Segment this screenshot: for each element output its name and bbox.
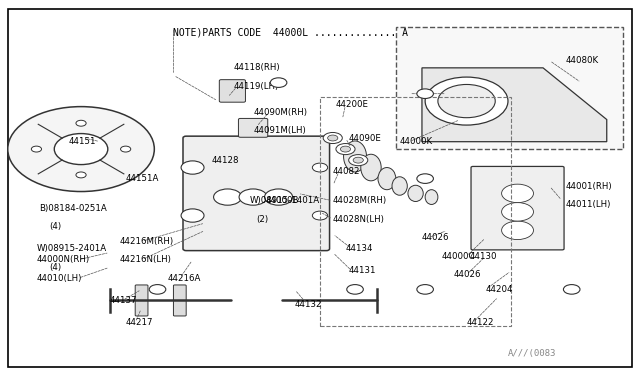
Text: (4): (4): [49, 222, 61, 231]
Text: 44026: 44026: [422, 233, 449, 242]
Text: 44080K: 44080K: [565, 56, 598, 65]
Text: 44090M(RH): 44090M(RH): [253, 108, 307, 117]
Text: A///(0083: A///(0083: [508, 349, 556, 358]
Circle shape: [349, 155, 368, 166]
Circle shape: [270, 78, 287, 87]
Circle shape: [328, 135, 338, 141]
Circle shape: [8, 107, 154, 192]
Ellipse shape: [378, 167, 396, 190]
Text: 44091M(LH): 44091M(LH): [253, 126, 306, 135]
Text: 44000C: 44000C: [441, 251, 475, 261]
Circle shape: [149, 285, 166, 294]
Text: (2): (2): [256, 215, 268, 224]
Text: 44151: 44151: [68, 137, 96, 146]
Circle shape: [54, 134, 108, 164]
FancyBboxPatch shape: [471, 166, 564, 250]
Text: 44000B: 44000B: [266, 196, 300, 205]
Circle shape: [31, 146, 42, 152]
Circle shape: [502, 221, 534, 240]
Circle shape: [353, 157, 364, 163]
Text: 44090E: 44090E: [349, 134, 381, 142]
Text: 44119(LH): 44119(LH): [234, 82, 279, 91]
Text: 44216N(LH): 44216N(LH): [119, 255, 171, 264]
Circle shape: [563, 285, 580, 294]
Text: 44010(LH): 44010(LH): [36, 274, 82, 283]
Text: A: A: [425, 89, 431, 98]
FancyBboxPatch shape: [135, 285, 148, 316]
Text: (4): (4): [49, 263, 61, 272]
Text: 44216M(RH): 44216M(RH): [119, 237, 173, 246]
Text: 44011(LH): 44011(LH): [565, 200, 611, 209]
Text: B)08184-0251A: B)08184-0251A: [40, 203, 108, 213]
Text: 44000N(RH): 44000N(RH): [36, 255, 90, 264]
Circle shape: [336, 144, 355, 155]
Circle shape: [76, 172, 86, 178]
Circle shape: [239, 189, 267, 205]
Circle shape: [264, 189, 292, 205]
Circle shape: [417, 285, 433, 294]
Text: W)08915-2401A: W)08915-2401A: [36, 244, 107, 253]
Ellipse shape: [408, 185, 423, 202]
Text: A: A: [278, 78, 284, 87]
Text: A: A: [355, 285, 361, 294]
Ellipse shape: [344, 141, 367, 172]
Text: 44137: 44137: [109, 296, 137, 305]
Text: 44000K: 44000K: [399, 137, 433, 146]
Text: A: A: [425, 285, 431, 294]
FancyBboxPatch shape: [239, 118, 268, 137]
Text: 44026: 44026: [454, 270, 481, 279]
Circle shape: [347, 285, 364, 294]
Polygon shape: [422, 68, 607, 142]
FancyBboxPatch shape: [173, 285, 186, 316]
Text: A: A: [572, 285, 577, 294]
Text: 44118(RH): 44118(RH): [234, 63, 280, 72]
Text: A: A: [157, 285, 163, 294]
Text: W)08915-1401A: W)08915-1401A: [250, 196, 320, 205]
Text: 44134: 44134: [346, 244, 373, 253]
Text: 44151A: 44151A: [125, 174, 159, 183]
Ellipse shape: [392, 177, 407, 195]
Text: 44001(RH): 44001(RH): [565, 182, 612, 190]
Circle shape: [323, 132, 342, 144]
Text: 44082: 44082: [333, 167, 360, 176]
Circle shape: [181, 161, 204, 174]
Text: 44122: 44122: [467, 318, 494, 327]
Text: 44200E: 44200E: [336, 100, 369, 109]
Circle shape: [340, 146, 351, 152]
Text: 44204: 44204: [486, 285, 513, 294]
Text: A: A: [425, 174, 431, 183]
Circle shape: [438, 84, 495, 118]
Text: 44132: 44132: [294, 300, 322, 309]
Text: 44028M(RH): 44028M(RH): [333, 196, 387, 205]
Circle shape: [76, 120, 86, 126]
Circle shape: [502, 203, 534, 221]
Circle shape: [502, 184, 534, 203]
FancyBboxPatch shape: [183, 136, 330, 251]
FancyBboxPatch shape: [396, 27, 623, 149]
FancyBboxPatch shape: [220, 80, 246, 102]
Circle shape: [181, 209, 204, 222]
Text: 44216A: 44216A: [167, 274, 200, 283]
Circle shape: [312, 211, 328, 220]
Circle shape: [312, 163, 328, 172]
Text: 44130: 44130: [470, 251, 497, 261]
Ellipse shape: [425, 190, 438, 205]
Ellipse shape: [361, 154, 381, 181]
Text: NOTE)PARTS CODE  44000L .............. A: NOTE)PARTS CODE 44000L .............. A: [173, 27, 408, 37]
Circle shape: [417, 89, 433, 99]
Text: 44028N(LH): 44028N(LH): [333, 215, 385, 224]
Circle shape: [120, 146, 131, 152]
Text: 44128: 44128: [212, 155, 239, 165]
Circle shape: [417, 174, 433, 183]
Circle shape: [214, 189, 242, 205]
Circle shape: [425, 77, 508, 125]
Text: 44131: 44131: [349, 266, 376, 275]
Text: 44217: 44217: [125, 318, 153, 327]
